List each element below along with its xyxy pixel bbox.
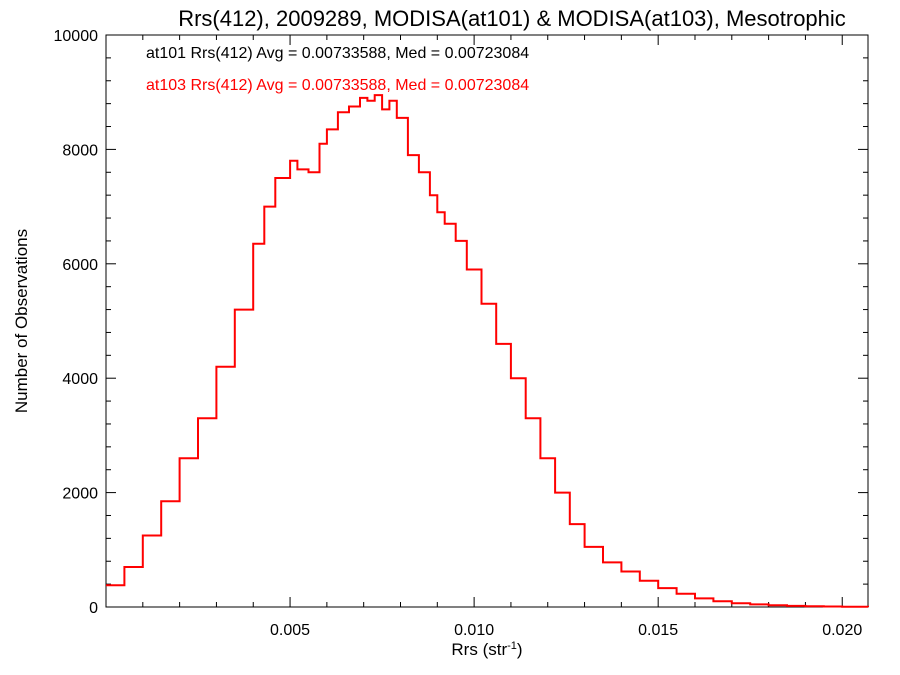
annotation-at103: at103 Rrs(412) Avg = 0.00733588, Med = 0… [146,77,529,94]
x-tick-label: 0.020 [822,622,862,639]
x-tick-label: 0.005 [270,622,310,639]
y-tick-label: 0 [89,600,98,617]
y-tick-label: 8000 [62,142,98,159]
series-line [106,94,869,608]
y-axis-label: Number of Observations [12,229,31,413]
x-tick-label: 0.015 [638,622,678,639]
chart-title: Rrs(412), 2009289, MODISA(at101) & MODIS… [178,6,846,31]
y-tick-label: 6000 [62,257,98,274]
plot-frame [105,34,869,608]
y-tick-label: 10000 [54,28,99,45]
annotation-at101: at101 Rrs(412) Avg = 0.00733588, Med = 0… [146,45,529,62]
x-tick-label: 0.010 [454,622,494,639]
y-tick-label: 2000 [62,486,98,503]
x-axis-label: Rrs (str-1) [451,640,522,659]
y-tick-label: 4000 [62,371,98,388]
